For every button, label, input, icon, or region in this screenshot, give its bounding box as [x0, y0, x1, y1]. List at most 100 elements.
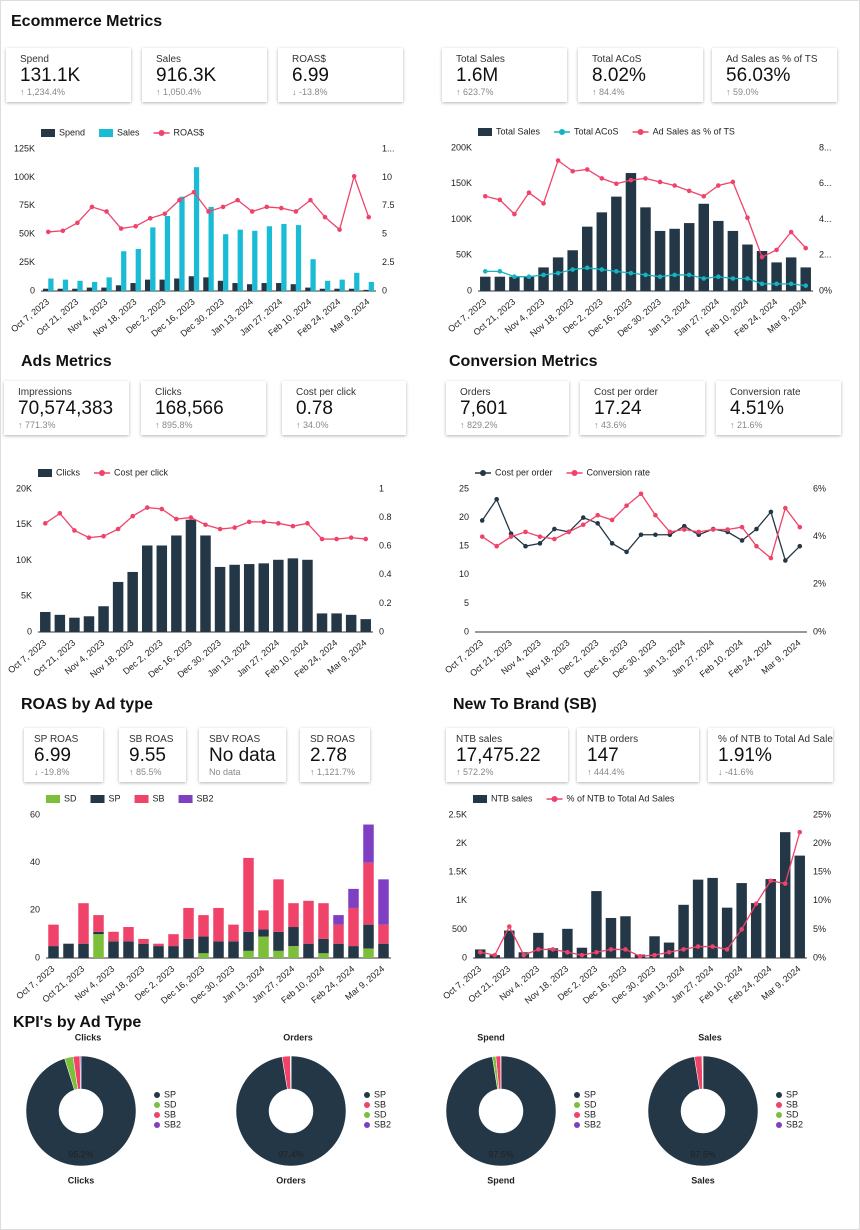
- bar: [756, 250, 768, 291]
- legend-dot: [637, 129, 644, 135]
- bar: [261, 283, 267, 291]
- legend-label: SB2: [584, 1119, 601, 1129]
- kpi-label: ROAS$: [292, 54, 326, 65]
- bar: [48, 278, 54, 291]
- kpi-label: % of NTB to Total Ad Sales: [718, 734, 833, 745]
- y2-tick-label: 2%: [813, 579, 826, 589]
- line-point: [696, 529, 702, 535]
- kpi-value: No data: [209, 745, 276, 766]
- bar-segment: [228, 941, 239, 958]
- bar-segment: [168, 934, 179, 947]
- kpi-label: Cost per order: [594, 387, 658, 398]
- line-point: [363, 536, 369, 542]
- line-point: [624, 503, 629, 508]
- bar-segment: [198, 936, 209, 954]
- line-point: [366, 214, 372, 220]
- y-tick-label: 15K: [16, 519, 32, 529]
- line-point: [494, 543, 499, 549]
- bar: [611, 196, 622, 291]
- legend-label: SD: [374, 1109, 387, 1119]
- line-point: [716, 274, 721, 280]
- bar: [57, 288, 63, 291]
- legend-label: SP: [584, 1089, 596, 1099]
- bar: [135, 248, 141, 291]
- kpi-value: 17.24: [594, 398, 642, 419]
- bar-segment: [78, 903, 89, 944]
- line-point: [57, 511, 63, 516]
- line-point: [643, 272, 648, 278]
- line-point: [130, 513, 135, 519]
- legend-dot: [574, 1092, 580, 1098]
- y2-tick-label: 25%: [813, 809, 831, 819]
- kpi-label: Orders: [460, 387, 491, 398]
- y-tick-label: 0: [30, 285, 35, 295]
- kpi-change: ↓ -19.8%: [34, 767, 70, 777]
- kpi-card: SB ROAS 9.55 ↑ 85.5%: [119, 728, 186, 782]
- y2-tick-label: 0.8: [379, 512, 392, 522]
- bar-segment: [258, 936, 269, 958]
- line-point: [552, 526, 557, 532]
- legend-dot: [551, 796, 558, 802]
- line-point: [75, 220, 80, 226]
- line-point: [482, 193, 488, 199]
- bar-segment: [258, 929, 269, 937]
- line-point: [584, 265, 590, 271]
- bar: [98, 606, 109, 632]
- kpi-label: SP ROAS: [34, 734, 79, 745]
- line-point: [595, 512, 600, 518]
- bar: [368, 281, 374, 291]
- bar: [171, 535, 182, 632]
- y2-tick-label: 8...: [819, 142, 832, 152]
- legend-label: % of NTB to Total Ad Sales: [567, 793, 675, 803]
- line-point: [682, 527, 687, 532]
- line-point: [797, 524, 803, 530]
- line-point: [523, 529, 528, 535]
- line-point: [745, 276, 750, 281]
- line-point: [147, 215, 153, 221]
- pie-title: Orders: [283, 1032, 313, 1042]
- line-point: [774, 247, 779, 253]
- line-point: [637, 953, 643, 959]
- bar-segment: [288, 903, 299, 928]
- line-point: [584, 167, 590, 172]
- line-point: [657, 274, 663, 280]
- bar: [43, 288, 49, 291]
- line-point: [638, 532, 644, 538]
- kpi-change: No data: [209, 767, 241, 777]
- bar-segment: [333, 943, 344, 958]
- legend-swatch: [178, 795, 193, 803]
- y2-tick-label: 6%: [813, 483, 826, 493]
- line-point: [667, 529, 673, 535]
- bar: [305, 287, 311, 291]
- bar: [316, 613, 328, 632]
- line-point: [623, 947, 628, 952]
- y2-tick-label: 2.5: [382, 257, 395, 267]
- legend-label: Total Sales: [496, 126, 541, 136]
- bar-segment: [63, 943, 74, 958]
- line-point: [653, 532, 658, 538]
- kpi-change: ↑ 572.2%: [456, 767, 494, 777]
- bar: [713, 220, 724, 291]
- kpi-value: 56.03%: [726, 65, 791, 86]
- kpi-label: Conversion rate: [730, 387, 801, 398]
- legend-label: SB: [153, 793, 165, 803]
- line-point: [652, 952, 657, 958]
- legend-dot: [574, 1122, 580, 1128]
- legend-dot: [559, 129, 566, 135]
- bar: [707, 877, 718, 958]
- kpi-card: % of NTB to Total Ad Sales 1.91% ↓ -41.6%: [708, 728, 833, 782]
- line-point: [162, 211, 168, 217]
- y-tick-label: 100K: [451, 214, 472, 224]
- bar-segment: [333, 915, 344, 925]
- line-point: [536, 947, 541, 952]
- line-point: [512, 211, 517, 217]
- bar: [692, 879, 704, 958]
- bar-segment: [138, 943, 149, 958]
- legend-label: SP: [109, 793, 121, 803]
- y2-tick-label: 5: [382, 229, 387, 239]
- bar: [547, 948, 559, 958]
- bar: [794, 855, 805, 958]
- y-tick-label: 0: [467, 285, 472, 295]
- line-point: [653, 512, 658, 518]
- kpi-change: ↓ -13.8%: [292, 87, 328, 97]
